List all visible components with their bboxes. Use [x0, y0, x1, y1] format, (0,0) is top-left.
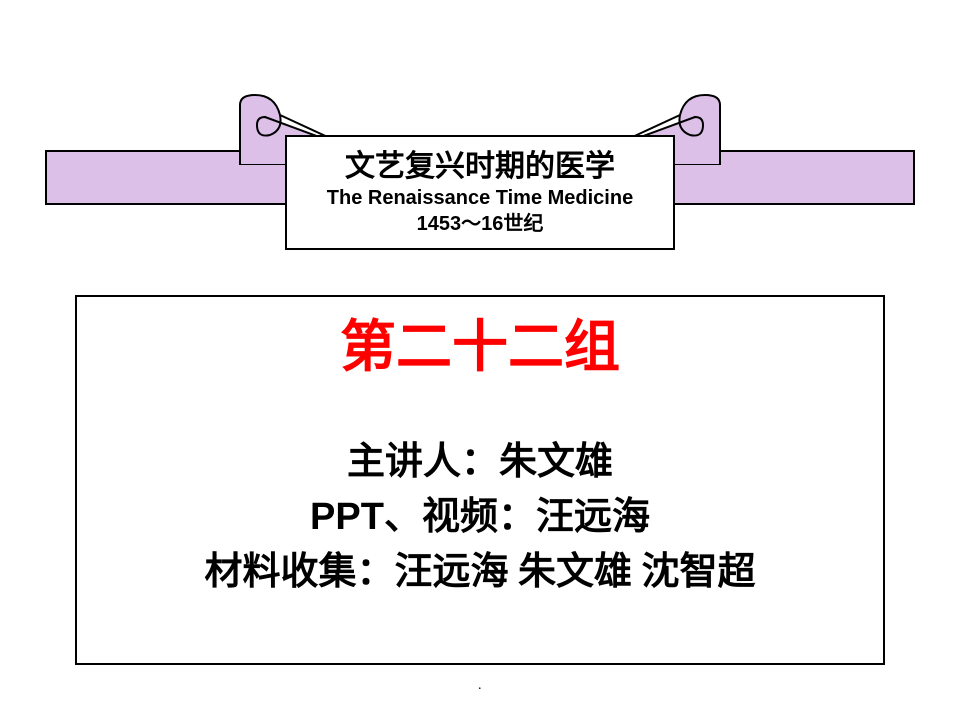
group-title: 第二十二组 — [77, 312, 883, 385]
ppt-line: PPT、视频：汪远海 — [77, 490, 883, 545]
material-line: 材料收集：汪远海 朱文雄 沈智超 — [77, 545, 883, 600]
title-date: 1453～16世纪 — [287, 211, 673, 237]
title-banner: 文艺复兴时期的医学 The Renaissance Time Medicine … — [45, 90, 915, 265]
video-label: 、视频： — [384, 496, 536, 538]
presenter-name: 朱文雄 — [499, 441, 613, 483]
title-chinese: 文艺复兴时期的医学 — [287, 149, 673, 185]
ppt-person: 汪远海 — [536, 496, 650, 538]
presenter-label: 主讲人： — [347, 441, 499, 483]
material-people: 汪远海 朱文雄 沈智超 — [395, 551, 756, 593]
content-box: 第二十二组 主讲人：朱文雄 PPT、视频：汪远海 材料收集：汪远海 朱文雄 沈智… — [75, 295, 885, 665]
footer-dot: . — [478, 678, 482, 694]
title-box: 文艺复兴时期的医学 The Renaissance Time Medicine … — [285, 135, 675, 250]
presenter-line: 主讲人：朱文雄 — [77, 435, 883, 490]
ppt-label: PPT — [310, 496, 384, 538]
title-english: The Renaissance Time Medicine — [287, 185, 673, 211]
material-label: 材料收集： — [204, 551, 394, 593]
